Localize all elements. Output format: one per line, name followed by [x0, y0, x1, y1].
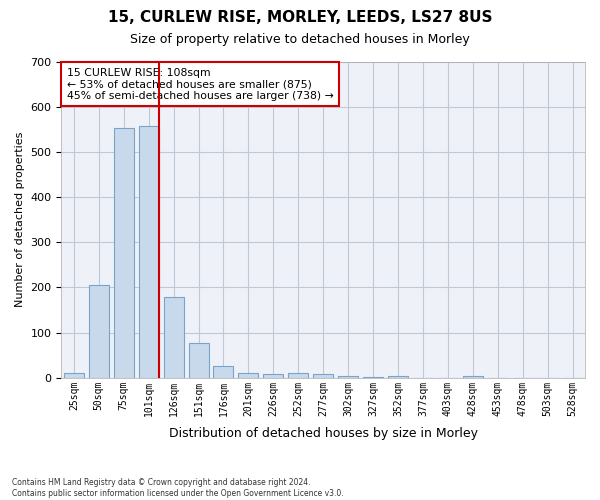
Bar — [338, 376, 358, 378]
Bar — [288, 374, 308, 378]
Bar — [188, 343, 209, 378]
Bar — [238, 374, 259, 378]
Bar — [263, 374, 283, 378]
Bar — [114, 128, 134, 378]
Y-axis label: Number of detached properties: Number of detached properties — [15, 132, 25, 308]
Bar — [164, 298, 184, 378]
Bar — [89, 285, 109, 378]
Bar — [363, 376, 383, 378]
Bar — [139, 126, 158, 378]
Bar — [214, 366, 233, 378]
Text: 15 CURLEW RISE: 108sqm
← 53% of detached houses are smaller (875)
45% of semi-de: 15 CURLEW RISE: 108sqm ← 53% of detached… — [67, 68, 334, 101]
Bar — [313, 374, 333, 378]
Bar — [64, 374, 84, 378]
X-axis label: Distribution of detached houses by size in Morley: Distribution of detached houses by size … — [169, 427, 478, 440]
Bar — [463, 376, 483, 378]
Bar — [388, 376, 408, 378]
Text: Contains HM Land Registry data © Crown copyright and database right 2024.
Contai: Contains HM Land Registry data © Crown c… — [12, 478, 344, 498]
Text: Size of property relative to detached houses in Morley: Size of property relative to detached ho… — [130, 32, 470, 46]
Text: 15, CURLEW RISE, MORLEY, LEEDS, LS27 8US: 15, CURLEW RISE, MORLEY, LEEDS, LS27 8US — [108, 10, 492, 25]
